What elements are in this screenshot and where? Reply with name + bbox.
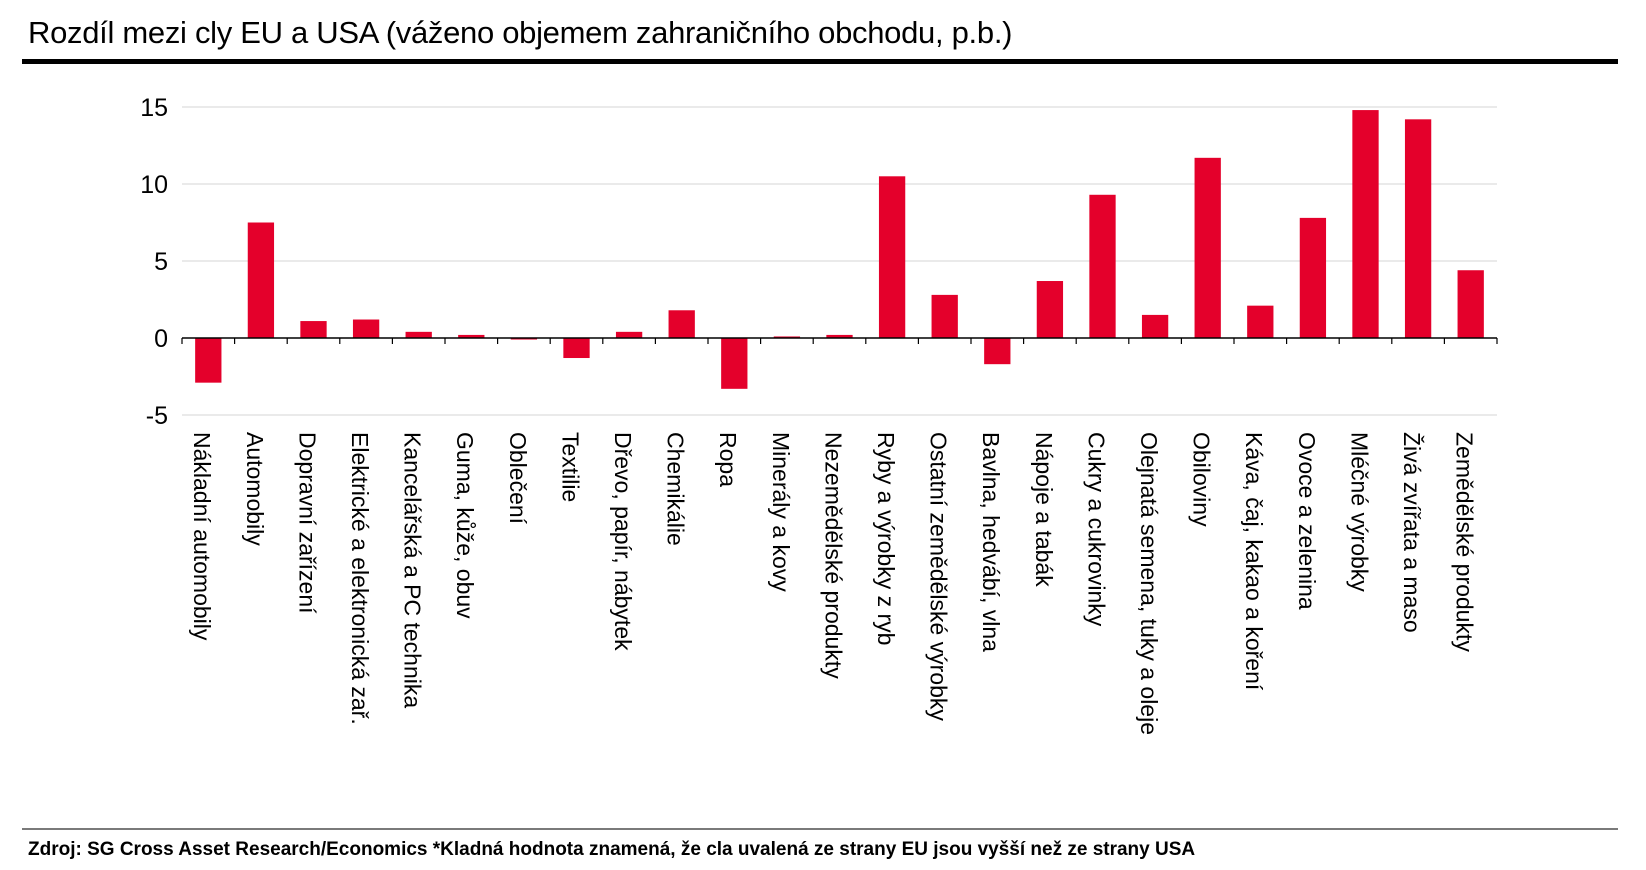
bars <box>195 110 1484 389</box>
bar <box>247 222 275 338</box>
bar <box>510 338 538 340</box>
bar <box>931 294 958 338</box>
x-tick-label: Dřevo, papír, nábytek <box>610 432 636 651</box>
source-note: Zdroj: SG Cross Asset Research/Economics… <box>28 839 1196 860</box>
chart-area: -5 0 5 10 15 Nákladní automobily Automobily Do… <box>0 64 1646 830</box>
x-tick-label: Nákladní automobily <box>189 432 215 641</box>
bar <box>1089 194 1116 338</box>
x-tick-label: Cukry a cukrovinky <box>1083 432 1109 627</box>
x-tick-label: Olejnatá semena, tuky a oleje <box>1136 432 1162 735</box>
x-tick-label: Bavlna, hedvábí, vlna <box>978 432 1004 652</box>
x-tick-label: Mléčné výrobky <box>1346 432 1372 592</box>
chart-title: Rozdíl mezi cly EU a USA (váženo objemem… <box>28 15 1013 50</box>
bar <box>773 336 801 338</box>
footer-rule <box>22 828 1618 830</box>
bar <box>1404 119 1432 338</box>
bar <box>1299 217 1327 338</box>
x-tick-label: Zemědělské produkty <box>1452 432 1478 652</box>
x-tick-label: Chemikálie <box>663 432 689 546</box>
x-axis-labels: Nákladní automobily Automobily Dopravní za… <box>189 432 1477 735</box>
y-axis-ticks: -5 0 5 10 15 <box>140 94 168 430</box>
x-tick-label: Elektrické a elektronická zař. <box>347 432 373 725</box>
x-tick-label: Kancelářská a PC technika <box>400 432 426 708</box>
x-tick-label: Nezemědělské produkty <box>820 432 846 679</box>
bar <box>1036 281 1064 338</box>
x-tick-label: Obiloviny <box>1189 432 1215 527</box>
bar <box>195 338 222 383</box>
bar <box>1457 270 1484 338</box>
bar <box>668 310 695 338</box>
x-tick-label: Káva, čaj, kakao a koření <box>1241 432 1267 691</box>
y-tick-label: 10 <box>140 171 168 199</box>
x-tick-label: Ropa <box>715 432 741 487</box>
bar-chart: -5 0 5 10 15 Nákladní automobily Automobily Do… <box>140 94 1498 735</box>
x-tick-label: Ovoce a zelenina <box>1294 432 1320 610</box>
y-tick-label: -5 <box>146 402 168 430</box>
x-tick-label: Ryby a výrobky z ryb <box>873 432 899 645</box>
y-tick-label: 5 <box>154 248 168 276</box>
bar <box>984 338 1011 365</box>
bar <box>615 331 643 338</box>
bar <box>826 334 853 338</box>
bar <box>300 321 327 338</box>
x-tick-label: Živá zvířata a maso <box>1399 432 1425 633</box>
x-tick-label: Ostatní zemědělské výrobky <box>926 432 952 721</box>
x-axis <box>181 337 1498 344</box>
bar <box>458 334 485 338</box>
bar <box>878 176 906 338</box>
gridlines <box>182 106 1497 416</box>
x-tick-label: Guma, kůže, obuv <box>452 432 478 619</box>
x-tick-label: Textilie <box>557 432 583 502</box>
bar <box>352 319 380 338</box>
x-tick-label: Automobily <box>242 432 268 546</box>
bar <box>1247 305 1274 338</box>
bar <box>1352 110 1379 338</box>
x-tick-label: Dopravní zařízení <box>294 432 320 614</box>
x-tick-label: Oblečení <box>505 432 531 525</box>
y-tick-label: 15 <box>140 94 168 122</box>
bar <box>405 331 432 338</box>
bar <box>563 338 590 359</box>
bar <box>1141 314 1169 338</box>
bar <box>1194 157 1221 338</box>
bar <box>721 338 748 389</box>
title-rule <box>22 59 1618 64</box>
x-tick-label: Minerály a kovy <box>768 432 794 592</box>
x-tick-label: Nápoje a tabák <box>1031 432 1057 587</box>
y-tick-label: 0 <box>154 325 168 353</box>
